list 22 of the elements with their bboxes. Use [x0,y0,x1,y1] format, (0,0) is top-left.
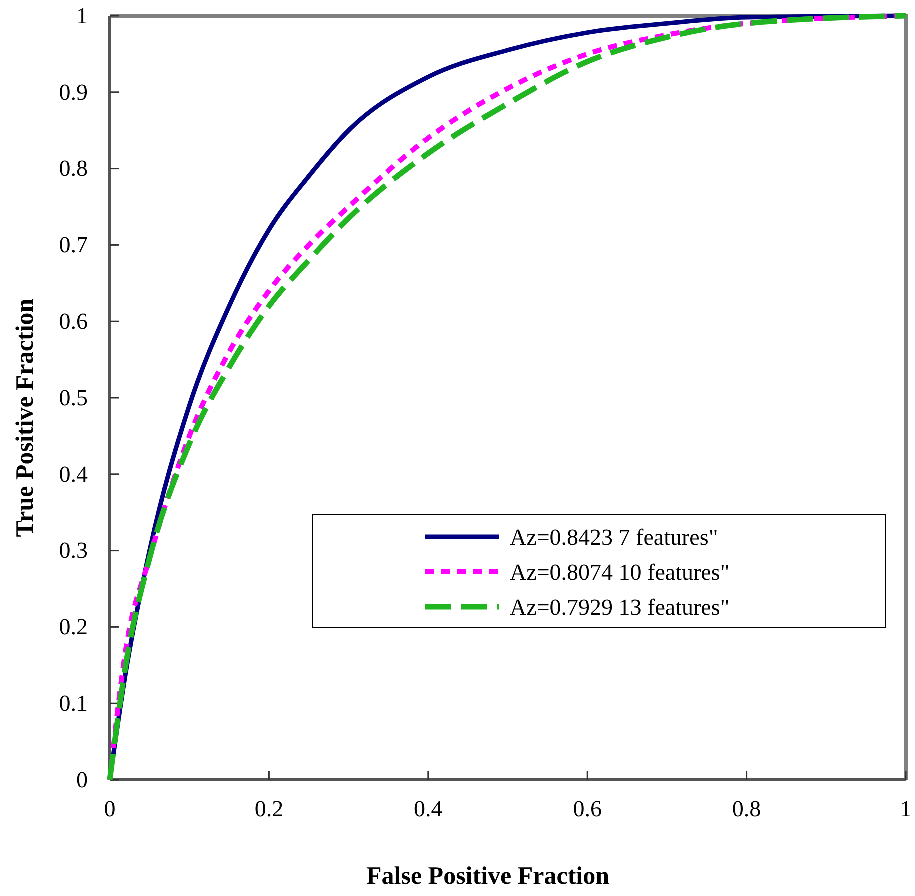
y-tick-label: 0 [76,767,88,792]
y-tick-label: 0.9 [59,80,88,105]
x-tick-label: 0.2 [254,796,284,822]
y-tick-label: 0.3 [59,538,88,564]
legend-label: Az=0.8423 7 features" [510,525,718,550]
x-axis-title: False Positive Fraction [366,863,610,890]
y-tick-label: 0.4 [59,462,88,487]
y-axis-title: True Positive Fraction [12,298,39,538]
y-tick-label: 0.1 [59,690,88,716]
x-tick-label: 0.8 [732,796,762,822]
y-tick-label: 0.8 [59,156,88,182]
legend-label: Az=0.7929 13 features" [510,595,730,620]
y-tick-label: 1 [76,3,88,28]
x-tick-label: 1 [900,796,912,822]
x-tick-label: 0.6 [573,796,602,822]
x-tick-label: 0 [104,796,116,822]
y-tick-label: 0.7 [59,232,88,258]
y-tick-label: 0.5 [59,385,88,410]
y-tick-label: 0.6 [59,308,88,334]
x-tick-label: 0.4 [414,796,444,822]
legend-label: Az=0.8074 10 features" [510,560,730,585]
y-tick-label: 0.2 [59,614,88,640]
